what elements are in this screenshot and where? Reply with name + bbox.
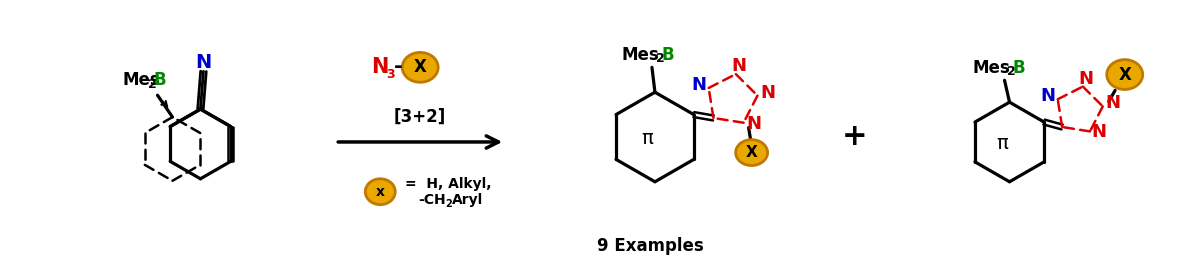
Text: N: N — [196, 53, 211, 72]
Text: π: π — [996, 134, 1008, 153]
Text: 3: 3 — [386, 68, 395, 81]
Text: N: N — [1040, 87, 1055, 105]
Text: N: N — [1105, 94, 1121, 112]
Text: =  H, Alkyl,: = H, Alkyl, — [406, 177, 492, 191]
Ellipse shape — [402, 52, 438, 82]
Text: X: X — [745, 145, 757, 160]
Text: B: B — [154, 71, 166, 89]
Text: -CH: -CH — [419, 193, 446, 207]
Text: N: N — [746, 115, 761, 133]
Text: N: N — [691, 76, 706, 94]
Text: 9 Examples: 9 Examples — [596, 237, 703, 255]
Text: N: N — [760, 84, 775, 102]
Text: X: X — [414, 58, 427, 76]
Text: [3+2]: [3+2] — [394, 108, 446, 126]
Text: N: N — [1092, 123, 1106, 141]
Text: 2: 2 — [445, 199, 452, 209]
Text: N: N — [731, 57, 746, 75]
Text: Mes: Mes — [972, 59, 1010, 77]
Ellipse shape — [736, 140, 768, 166]
Text: Mes: Mes — [622, 47, 660, 64]
Text: B: B — [1012, 59, 1025, 77]
Text: Mes: Mes — [122, 71, 161, 89]
Text: X: X — [1118, 66, 1132, 84]
Ellipse shape — [365, 179, 395, 205]
Text: 2: 2 — [1007, 65, 1015, 78]
Text: +: + — [842, 122, 868, 152]
Text: x: x — [376, 185, 385, 199]
Text: 2: 2 — [148, 78, 157, 91]
Ellipse shape — [1106, 60, 1142, 89]
Text: Aryl: Aryl — [452, 193, 484, 207]
Text: B: B — [661, 47, 674, 64]
Text: 2: 2 — [656, 52, 665, 65]
Text: N: N — [1079, 70, 1093, 88]
Text: N: N — [372, 57, 389, 77]
Text: π: π — [641, 129, 653, 149]
Text: -: - — [394, 57, 402, 77]
